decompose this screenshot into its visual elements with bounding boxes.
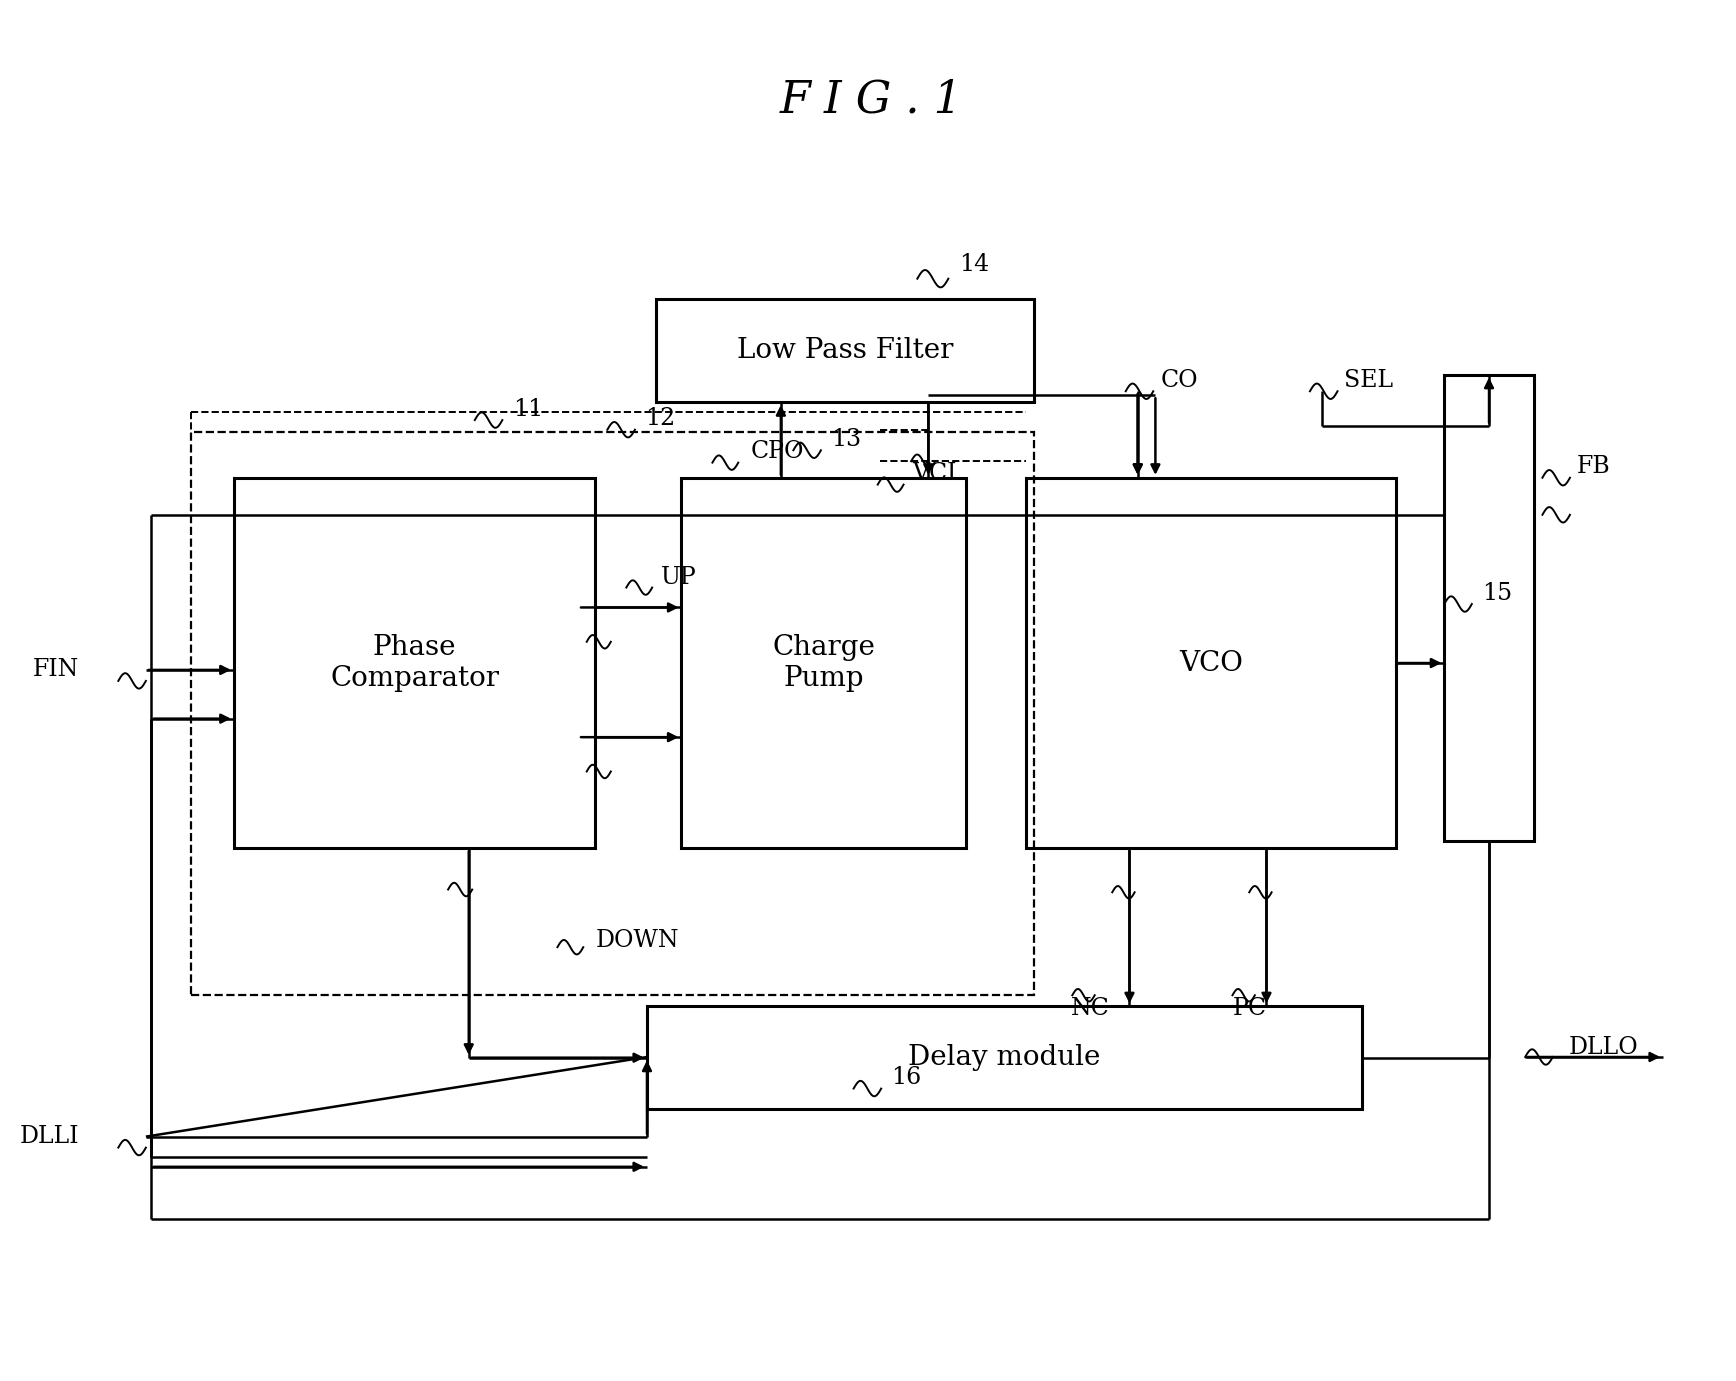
Text: 16: 16 xyxy=(892,1066,922,1090)
Text: CO: CO xyxy=(1160,369,1198,392)
Text: UP: UP xyxy=(661,566,696,590)
Text: 12: 12 xyxy=(646,407,675,431)
Bar xyxy=(656,300,1035,402)
Text: FB: FB xyxy=(1576,456,1611,478)
Text: DLLO: DLLO xyxy=(1568,1036,1639,1059)
Text: NC: NC xyxy=(1071,997,1109,1021)
Bar xyxy=(234,478,595,848)
Text: 13: 13 xyxy=(832,428,861,450)
Text: PC: PC xyxy=(1233,997,1267,1021)
Text: 15: 15 xyxy=(1483,581,1512,605)
Text: VCI: VCI xyxy=(911,463,957,485)
Text: FIN: FIN xyxy=(33,659,78,681)
Bar xyxy=(191,432,1035,996)
Text: DLLI: DLLI xyxy=(19,1126,78,1148)
Text: DOWN: DOWN xyxy=(595,929,679,952)
Text: Phase
Comparator: Phase Comparator xyxy=(330,634,498,692)
Bar xyxy=(682,478,965,848)
Text: 11: 11 xyxy=(512,398,543,421)
Text: VCO: VCO xyxy=(1179,649,1243,677)
Bar xyxy=(648,1007,1361,1109)
Text: Charge
Pump: Charge Pump xyxy=(773,634,875,692)
Text: CPO: CPO xyxy=(750,441,804,463)
Bar xyxy=(1444,374,1535,841)
Text: Delay module: Delay module xyxy=(908,1044,1101,1072)
Text: Low Pass Filter: Low Pass Filter xyxy=(736,337,953,365)
Text: 14: 14 xyxy=(958,254,990,276)
Bar xyxy=(1026,478,1396,848)
Text: SEL: SEL xyxy=(1344,369,1394,392)
Text: F I G . 1: F I G . 1 xyxy=(779,79,962,122)
